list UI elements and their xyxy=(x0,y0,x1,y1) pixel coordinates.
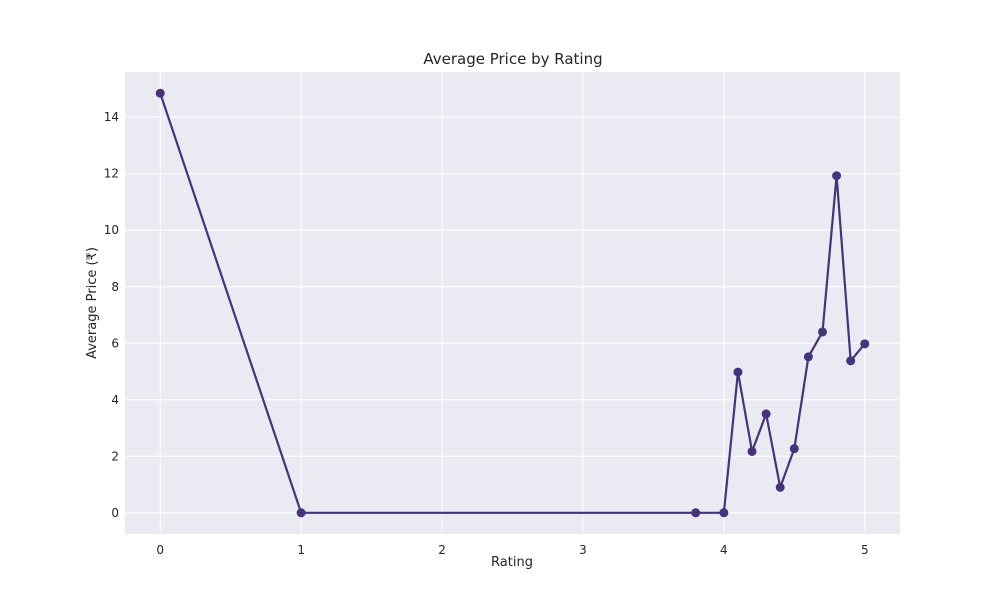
data-point xyxy=(761,409,771,419)
x-tick-label: 1 xyxy=(297,543,305,557)
data-point xyxy=(691,508,701,518)
data-point xyxy=(775,482,785,492)
y-axis-ticks: 0 2 4 6 8 10 12 14 xyxy=(104,110,119,520)
series-line xyxy=(159,92,866,514)
data-point xyxy=(846,356,856,366)
grid-lines xyxy=(125,72,900,534)
x-tick-label: 5 xyxy=(861,543,869,557)
data-point xyxy=(296,508,306,518)
y-tick-label: 12 xyxy=(104,167,119,181)
x-axis-label: Rating xyxy=(491,555,533,570)
data-point xyxy=(803,352,813,362)
x-axis-ticks: 0 1 2 3 4 5 xyxy=(156,543,868,557)
data-point xyxy=(860,339,870,349)
y-tick-label: 2 xyxy=(111,449,119,463)
data-point xyxy=(747,446,757,456)
y-tick-label: 14 xyxy=(104,110,119,124)
x-tick-label: 2 xyxy=(438,543,446,557)
data-point xyxy=(719,508,729,518)
y-tick-label: 0 xyxy=(111,506,119,520)
chart-title: Average Price by Rating xyxy=(423,50,602,68)
data-point xyxy=(789,444,799,454)
data-point xyxy=(818,327,827,337)
data-point xyxy=(733,367,743,377)
x-tick-label: 3 xyxy=(579,543,587,557)
y-tick-label: 6 xyxy=(111,336,119,350)
y-tick-label: 8 xyxy=(111,280,119,294)
x-tick-label: 4 xyxy=(720,543,728,557)
data-point xyxy=(832,171,842,181)
data-point xyxy=(155,88,165,98)
plot-area xyxy=(125,72,900,534)
y-axis-label: Average Price (₹) xyxy=(85,247,100,359)
y-tick-label: 4 xyxy=(111,393,119,407)
x-tick-label: 0 xyxy=(156,543,164,557)
y-tick-label: 10 xyxy=(104,223,119,237)
series-group xyxy=(155,88,870,518)
